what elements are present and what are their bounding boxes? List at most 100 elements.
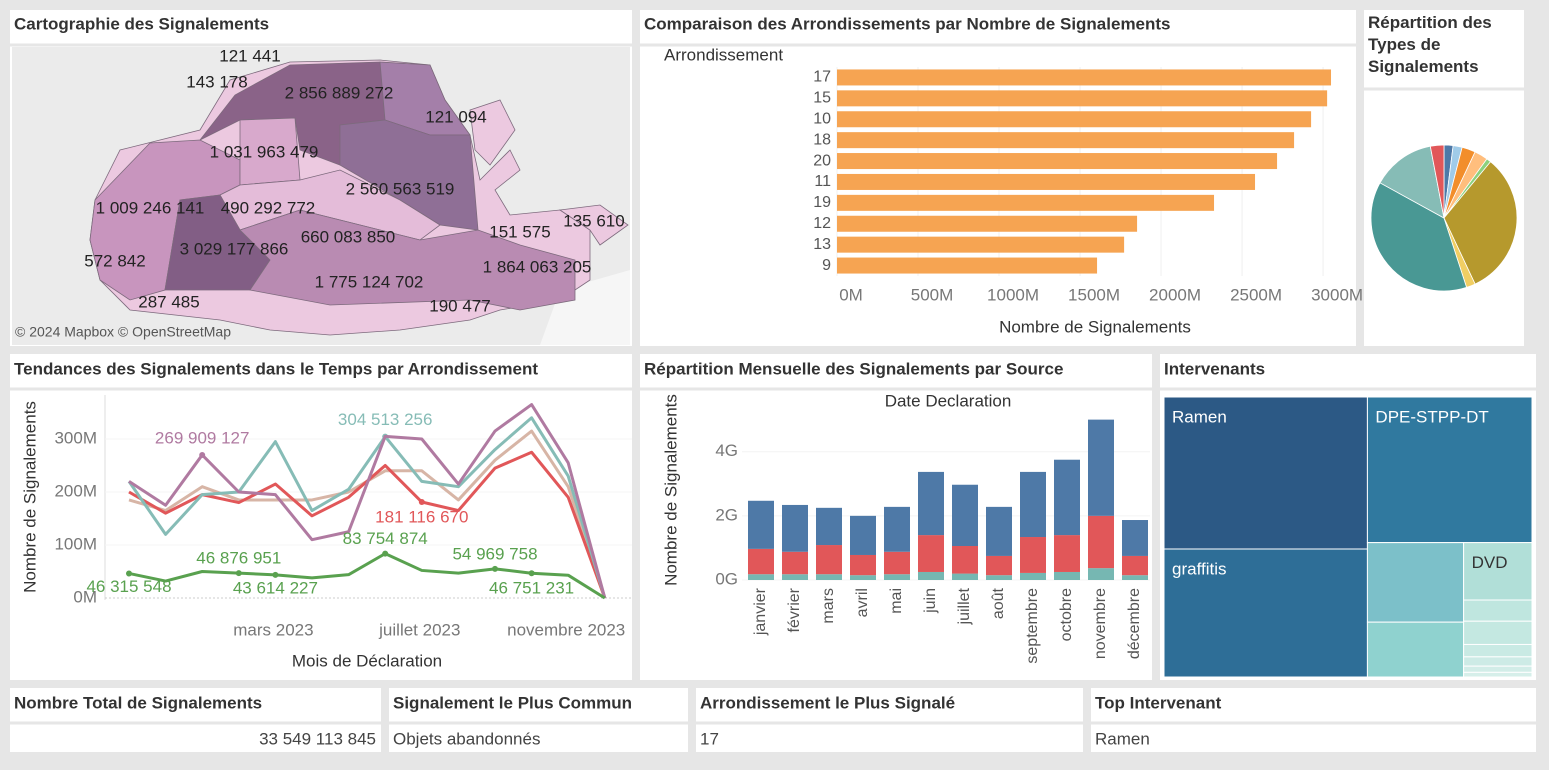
y-tick-label: 100M xyxy=(54,534,97,553)
map-label: 1 031 963 479 xyxy=(210,142,319,161)
x-tick-label: mai xyxy=(888,588,905,614)
x-tick-label: mars xyxy=(820,588,837,624)
map-label: 2 560 563 519 xyxy=(346,179,455,198)
x-tick-label: septembre xyxy=(1024,588,1041,664)
data-label: 46 751 231 xyxy=(489,579,574,598)
kpi-value: Objets abandonnés xyxy=(393,729,540,748)
bar-segment xyxy=(1020,572,1046,580)
treemap-cell xyxy=(1366,542,1465,623)
pie-slice xyxy=(1443,161,1518,285)
map-label: 1 775 124 702 xyxy=(315,272,424,291)
line-series xyxy=(127,416,607,599)
y-tick-label: 9 xyxy=(822,257,831,274)
map-label: 490 292 772 xyxy=(221,198,316,217)
bar-segment xyxy=(850,554,876,576)
y-tick-label: 300M xyxy=(54,428,97,447)
treemap-cell xyxy=(1163,396,1368,550)
x-tick-label: 3000M xyxy=(1311,285,1363,304)
map-label: 660 083 850 xyxy=(301,227,396,246)
x-tick-label: novembre xyxy=(1092,588,1109,659)
x-tick-label: 2500M xyxy=(1230,285,1282,304)
pie-slice xyxy=(1379,145,1445,219)
bar-segment xyxy=(918,471,944,536)
y-axis-title: Arrondissement xyxy=(664,45,783,64)
x-tick-label: janvier xyxy=(752,587,769,636)
pie-title-box: Répartition des Types de Signalements xyxy=(1368,13,1492,76)
bar-segment xyxy=(816,574,842,580)
bar-segment xyxy=(748,548,774,575)
x-tick-label: décembre xyxy=(1126,588,1143,659)
y-tick-label: 13 xyxy=(813,236,831,253)
bar-segment xyxy=(1020,471,1046,538)
x-tick-label: juillet xyxy=(956,587,973,625)
map-label: 287 485 xyxy=(138,292,199,311)
x-axis-title: Nombre de Signalements xyxy=(999,317,1191,336)
x-tick-label: juillet 2023 xyxy=(378,620,460,639)
bar-segment xyxy=(884,574,910,580)
x-tick-label: février xyxy=(786,587,803,632)
data-label: 269 909 127 xyxy=(155,428,250,447)
bar xyxy=(837,215,1138,232)
map-label: 143 178 xyxy=(186,72,247,91)
stacked-title: Répartition Mensuelle des Signalements p… xyxy=(644,359,1063,378)
y-tick-label: 10 xyxy=(813,110,831,127)
x-tick-label: novembre 2023 xyxy=(507,620,625,639)
bar-segment xyxy=(782,504,808,552)
kpi-card xyxy=(389,688,688,752)
kpi-value: Ramen xyxy=(1095,729,1150,748)
map xyxy=(12,47,630,345)
data-label: 43 614 227 xyxy=(233,578,318,597)
x-tick-label: octobre xyxy=(1058,588,1075,641)
data-label: 54 969 758 xyxy=(452,544,537,563)
kpi-title: Signalement le Plus Commun xyxy=(393,693,632,712)
y-tick-label: 0G xyxy=(715,569,738,588)
x-tick-label: mars 2023 xyxy=(233,620,313,639)
y-tick-label: 17 xyxy=(813,69,831,86)
bar-segment xyxy=(748,574,774,580)
kpi-value: 33 549 113 845 xyxy=(259,729,376,748)
map-label: 135 610 xyxy=(563,211,624,230)
pie-slice xyxy=(1429,144,1445,219)
x-tick-label: juin xyxy=(922,588,939,614)
treemap-cell xyxy=(1366,621,1465,678)
treemap-label: DVD xyxy=(1472,553,1508,572)
map-label: 121 441 xyxy=(219,46,280,65)
y-axis-title: Nombre de Signalements xyxy=(661,394,680,586)
y-axis-title: Nombre de Signalements xyxy=(20,401,39,593)
map-title: Cartographie des Signalements xyxy=(14,14,269,33)
district xyxy=(469,99,516,166)
district xyxy=(239,209,576,311)
y-tick-label: 200M xyxy=(54,481,97,500)
bar-segment xyxy=(1088,568,1114,580)
point xyxy=(126,570,132,577)
x-header: Date Declaration xyxy=(885,391,1012,410)
y-tick-label: 0M xyxy=(73,587,97,606)
data-label: 304 513 256 xyxy=(338,410,433,429)
kpi-value: 17 xyxy=(700,729,719,748)
map-label: 151 575 xyxy=(489,222,550,241)
bar-segment xyxy=(952,484,978,546)
data-label: 83 754 874 xyxy=(343,529,428,548)
map-label: 3 029 177 866 xyxy=(180,239,289,258)
x-tick-label: août xyxy=(990,587,1007,619)
line-series xyxy=(128,552,606,600)
treemap-cell xyxy=(1463,599,1533,622)
x-axis-title: Mois de Déclaration xyxy=(292,651,442,670)
treemap-cell xyxy=(1463,671,1533,678)
bar-segment xyxy=(850,515,876,555)
treemap-label: DPE-STPP-DT xyxy=(1375,407,1488,426)
bar-segment xyxy=(986,506,1012,556)
point xyxy=(199,451,206,458)
bar xyxy=(837,194,1215,211)
bar-segment xyxy=(952,573,978,580)
district xyxy=(558,204,629,246)
x-tick-label: avril xyxy=(854,588,871,617)
line-title: Tendances des Signalements dans le Temps… xyxy=(14,359,538,378)
bar-segment xyxy=(1054,535,1080,572)
treemap-cell xyxy=(1366,396,1533,544)
treemap-cell xyxy=(1163,548,1368,678)
bar-segment xyxy=(918,535,944,572)
bar-segment xyxy=(952,546,978,574)
bar-segment xyxy=(1088,515,1114,569)
